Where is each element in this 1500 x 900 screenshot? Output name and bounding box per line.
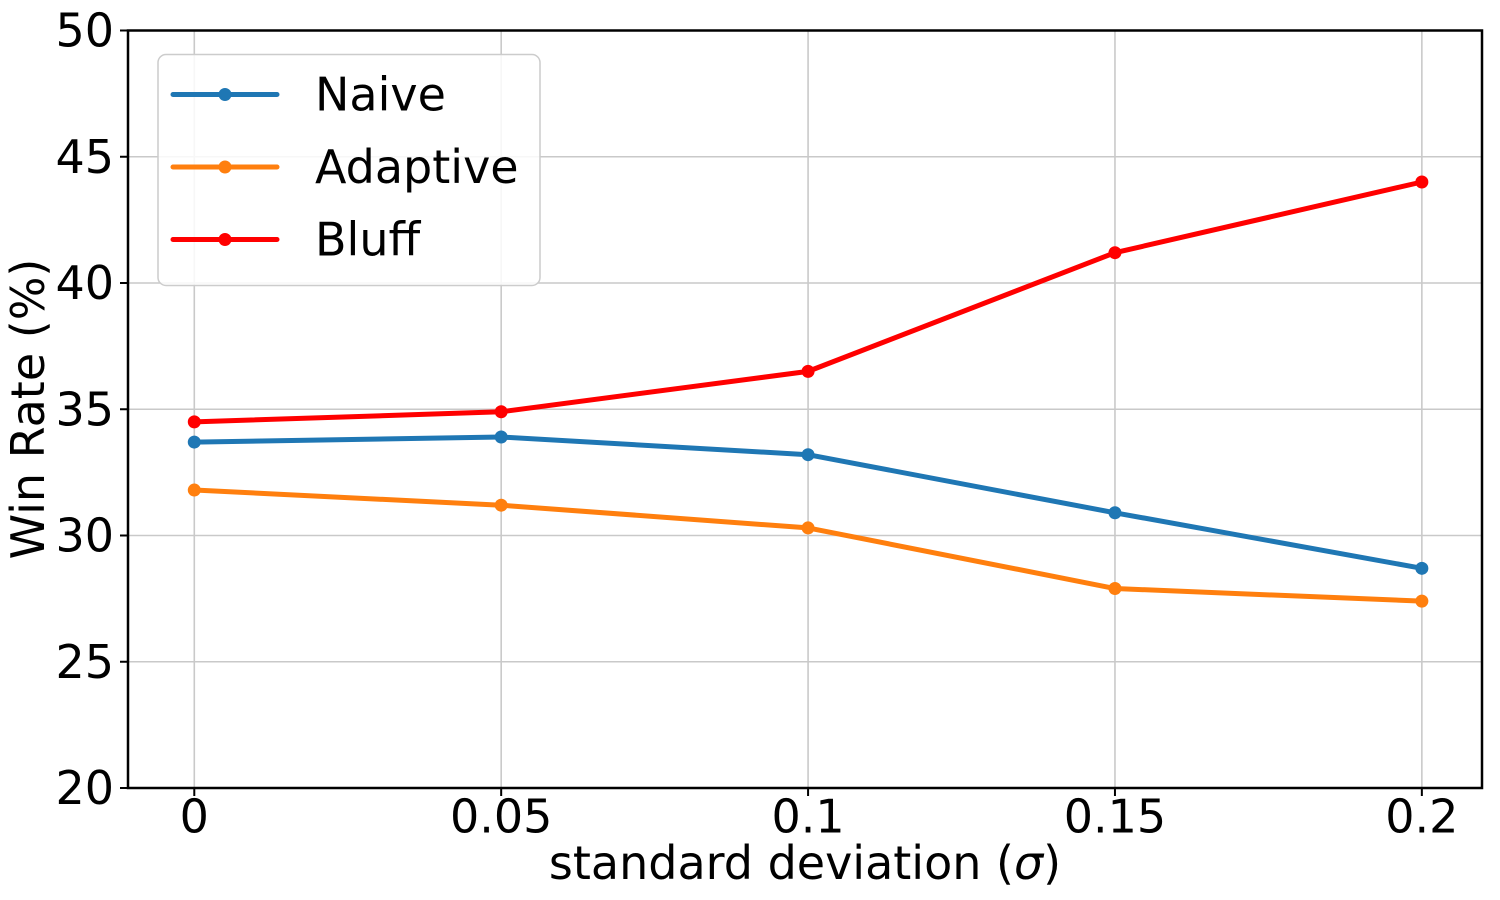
legend-label-naive: Naive [315,68,446,122]
legend-label-bluff: Bluff [315,213,421,267]
legend-label-adaptive: Adaptive [315,140,519,194]
x-tick-label: 0.1 [771,789,844,843]
data-point-bluff [494,405,508,419]
legend-marker-bluff [218,233,232,246]
x-axis-label: standard deviation (σ) [549,836,1061,890]
data-point-bluff [1415,175,1429,189]
data-point-adaptive [801,521,815,535]
data-point-naive [1415,561,1429,575]
legend-box [157,53,541,287]
legend-marker-naive [218,88,232,101]
data-point-bluff [1108,246,1122,260]
y-tick-label: 40 [55,256,114,310]
y-tick-label: 30 [55,509,114,563]
x-tick-label: 0.15 [1064,789,1166,843]
data-point-naive [187,435,201,449]
x-axis-label-suffix: ) [1043,836,1061,890]
y-tick-label: 35 [55,382,114,436]
x-tick-label: 0.2 [1385,789,1458,843]
data-point-bluff [187,415,201,429]
data-point-naive [1108,506,1122,520]
sigma-symbol: σ [1014,836,1045,890]
x-axis-label-prefix: standard deviation ( [549,836,1014,890]
legend: Naive Adaptive Bluff [157,53,541,287]
data-point-naive [801,448,815,462]
data-point-bluff [801,364,815,378]
y-tick-label: 50 [55,4,114,58]
y-tick-label: 25 [55,635,114,689]
y-tick-label: 20 [55,761,114,815]
data-point-adaptive [494,498,508,512]
data-point-adaptive [1108,582,1122,596]
data-point-adaptive [1415,594,1429,608]
y-tick-label: 45 [55,130,114,184]
data-point-adaptive [187,483,201,497]
x-tick-label: 0 [180,789,209,843]
legend-marker-adaptive [218,160,232,174]
y-axis-label: Win Rate (%) [1,259,55,560]
x-tick-label: 0.05 [450,789,552,843]
tick-layer: 0 0.05 0.1 0.15 0.2 20 25 30 35 40 45 50 [55,4,1458,844]
data-point-naive [494,430,508,444]
series-layer [187,175,1429,608]
